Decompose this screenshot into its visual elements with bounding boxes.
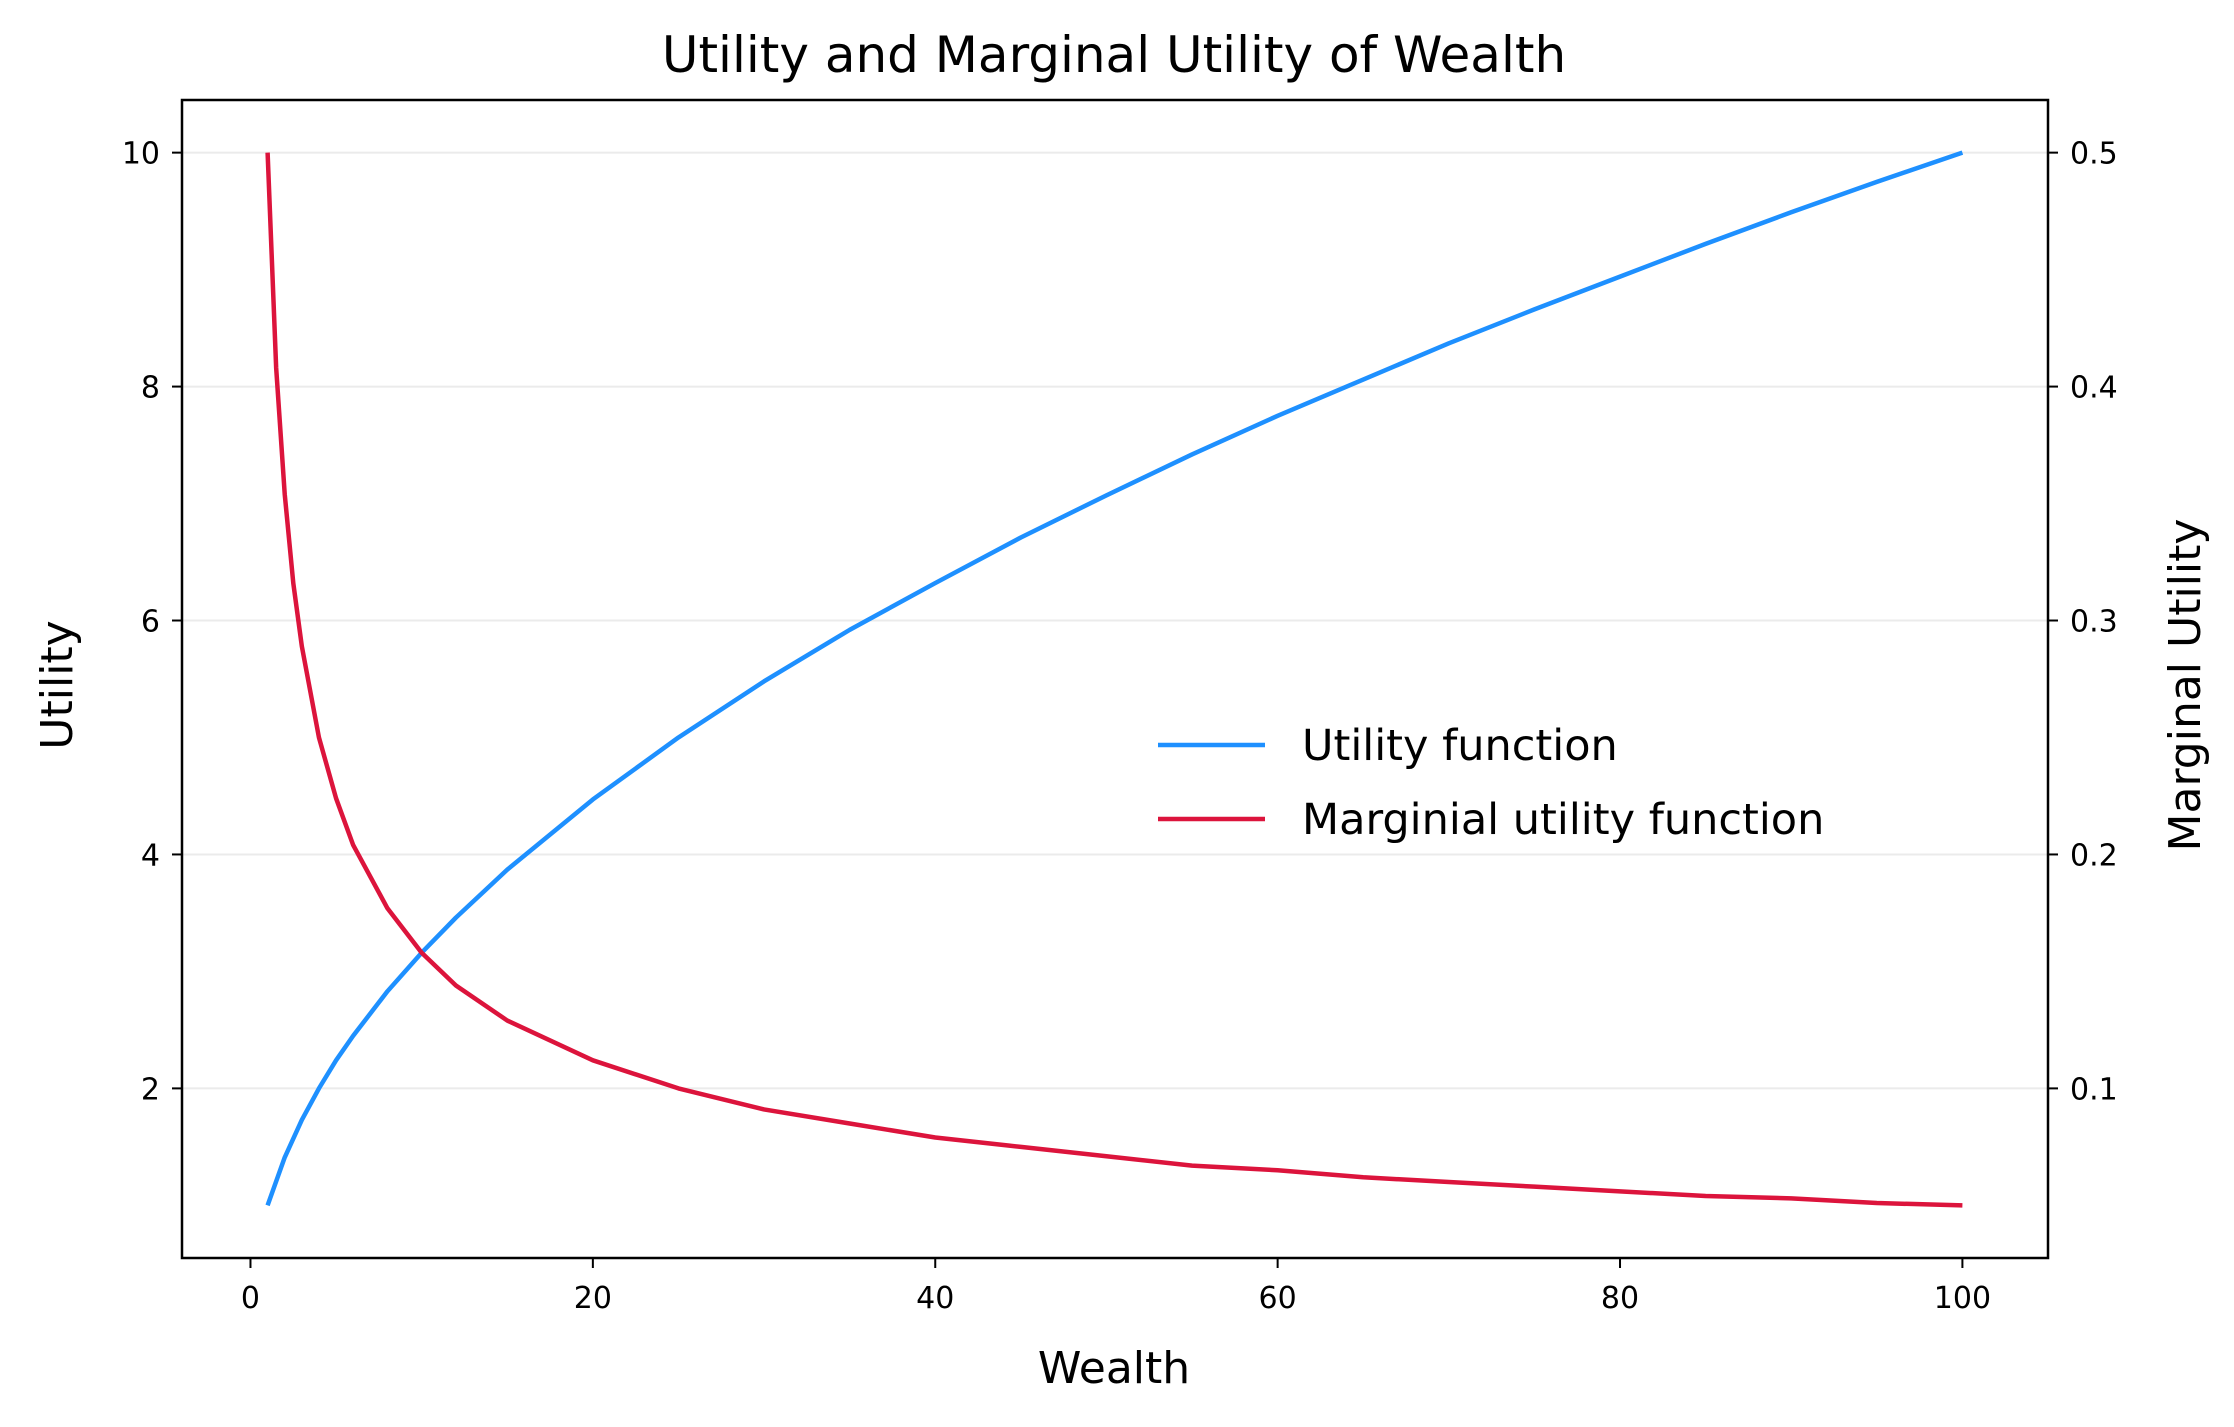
x-tick-label: 60 (1259, 1281, 1297, 1316)
series-layer (265, 150, 1964, 1208)
x-tick-label: 0 (241, 1281, 260, 1316)
chart-title: Utility and Marginal Utility of Wealth (662, 26, 1566, 84)
x-tick-label: 80 (1601, 1281, 1639, 1316)
y-tick-label: 2 (141, 1072, 160, 1107)
y-tick-label: 8 (141, 371, 160, 406)
series-line-utility (265, 150, 1964, 1207)
x-tick-label: 40 (916, 1281, 954, 1316)
y-axis-title: Utility (32, 620, 83, 749)
x-axis-title: Wealth (1038, 1343, 1190, 1394)
y-tick-label: 10 (122, 137, 160, 172)
y-tick-label: 4 (141, 838, 160, 873)
y2-axis-title: Marginal Utility (2160, 519, 2211, 852)
y2-tick-label: 0.5 (2070, 137, 2118, 172)
gridlines (182, 151, 2048, 1090)
legend: Utility function Marginial utility funct… (1158, 721, 1824, 845)
y2-tick-label: 0.4 (2070, 371, 2118, 406)
y2-tick-label: 0.1 (2070, 1072, 2118, 1107)
series-line-marginal-utility (265, 152, 1963, 1208)
plot-area-frame (180, 98, 2050, 1260)
legend-label-marginal-utility: Marginial utility function (1302, 795, 1824, 845)
axis-ticks: 0 20 40 60 80 100 2 4 6 8 10 0.1 0.2 0.3 0.4 0.5 (122, 137, 2118, 1316)
y2-tick-label: 0.2 (2070, 838, 2118, 873)
x-tick-label: 20 (574, 1281, 612, 1316)
legend-label-utility: Utility function (1302, 721, 1618, 771)
y2-tick-label: 0.3 (2070, 605, 2118, 640)
x-tick-label: 100 (1934, 1281, 1991, 1316)
y-tick-label: 6 (141, 605, 160, 640)
